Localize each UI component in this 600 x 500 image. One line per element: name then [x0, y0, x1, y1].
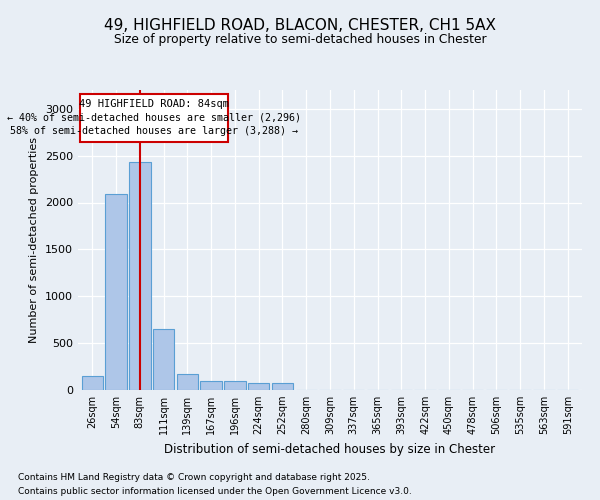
Text: Size of property relative to semi-detached houses in Chester: Size of property relative to semi-detach… [113, 32, 487, 46]
Bar [82, 376, 103, 390]
Text: 49, HIGHFIELD ROAD, BLACON, CHESTER, CH1 5AX: 49, HIGHFIELD ROAD, BLACON, CHESTER, CH1… [104, 18, 496, 32]
Bar [224, 380, 245, 390]
Text: 58% of semi-detached houses are larger (3,288) →: 58% of semi-detached houses are larger (… [10, 126, 298, 136]
X-axis label: Distribution of semi-detached houses by size in Chester: Distribution of semi-detached houses by … [164, 442, 496, 456]
Bar [272, 384, 293, 390]
Bar [153, 329, 174, 390]
Bar [248, 384, 269, 390]
Text: Contains public sector information licensed under the Open Government Licence v3: Contains public sector information licen… [18, 488, 412, 496]
Text: Contains HM Land Registry data © Crown copyright and database right 2025.: Contains HM Land Registry data © Crown c… [18, 472, 370, 482]
Text: 49 HIGHFIELD ROAD: 84sqm: 49 HIGHFIELD ROAD: 84sqm [79, 100, 229, 110]
Bar [129, 162, 151, 390]
Bar [106, 194, 127, 390]
Y-axis label: Number of semi-detached properties: Number of semi-detached properties [29, 137, 40, 343]
Bar [176, 374, 198, 390]
Text: ← 40% of semi-detached houses are smaller (2,296): ← 40% of semi-detached houses are smalle… [7, 112, 301, 122]
Bar [200, 380, 222, 390]
FancyBboxPatch shape [80, 94, 228, 142]
